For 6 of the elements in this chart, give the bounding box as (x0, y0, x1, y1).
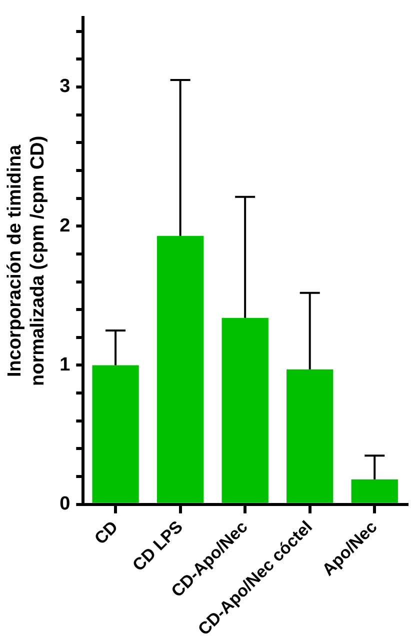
y-tick-label: 0 (60, 494, 70, 515)
y-tick-label: 1 (60, 354, 71, 376)
x-tick-label: CD (90, 517, 122, 548)
y-tick-label: 2 (60, 215, 70, 236)
y-axis-title: Incorporación de timidina normalizada (cpm /cpm CD) (4, 136, 48, 386)
y-tick-label: 3 (60, 76, 70, 98)
